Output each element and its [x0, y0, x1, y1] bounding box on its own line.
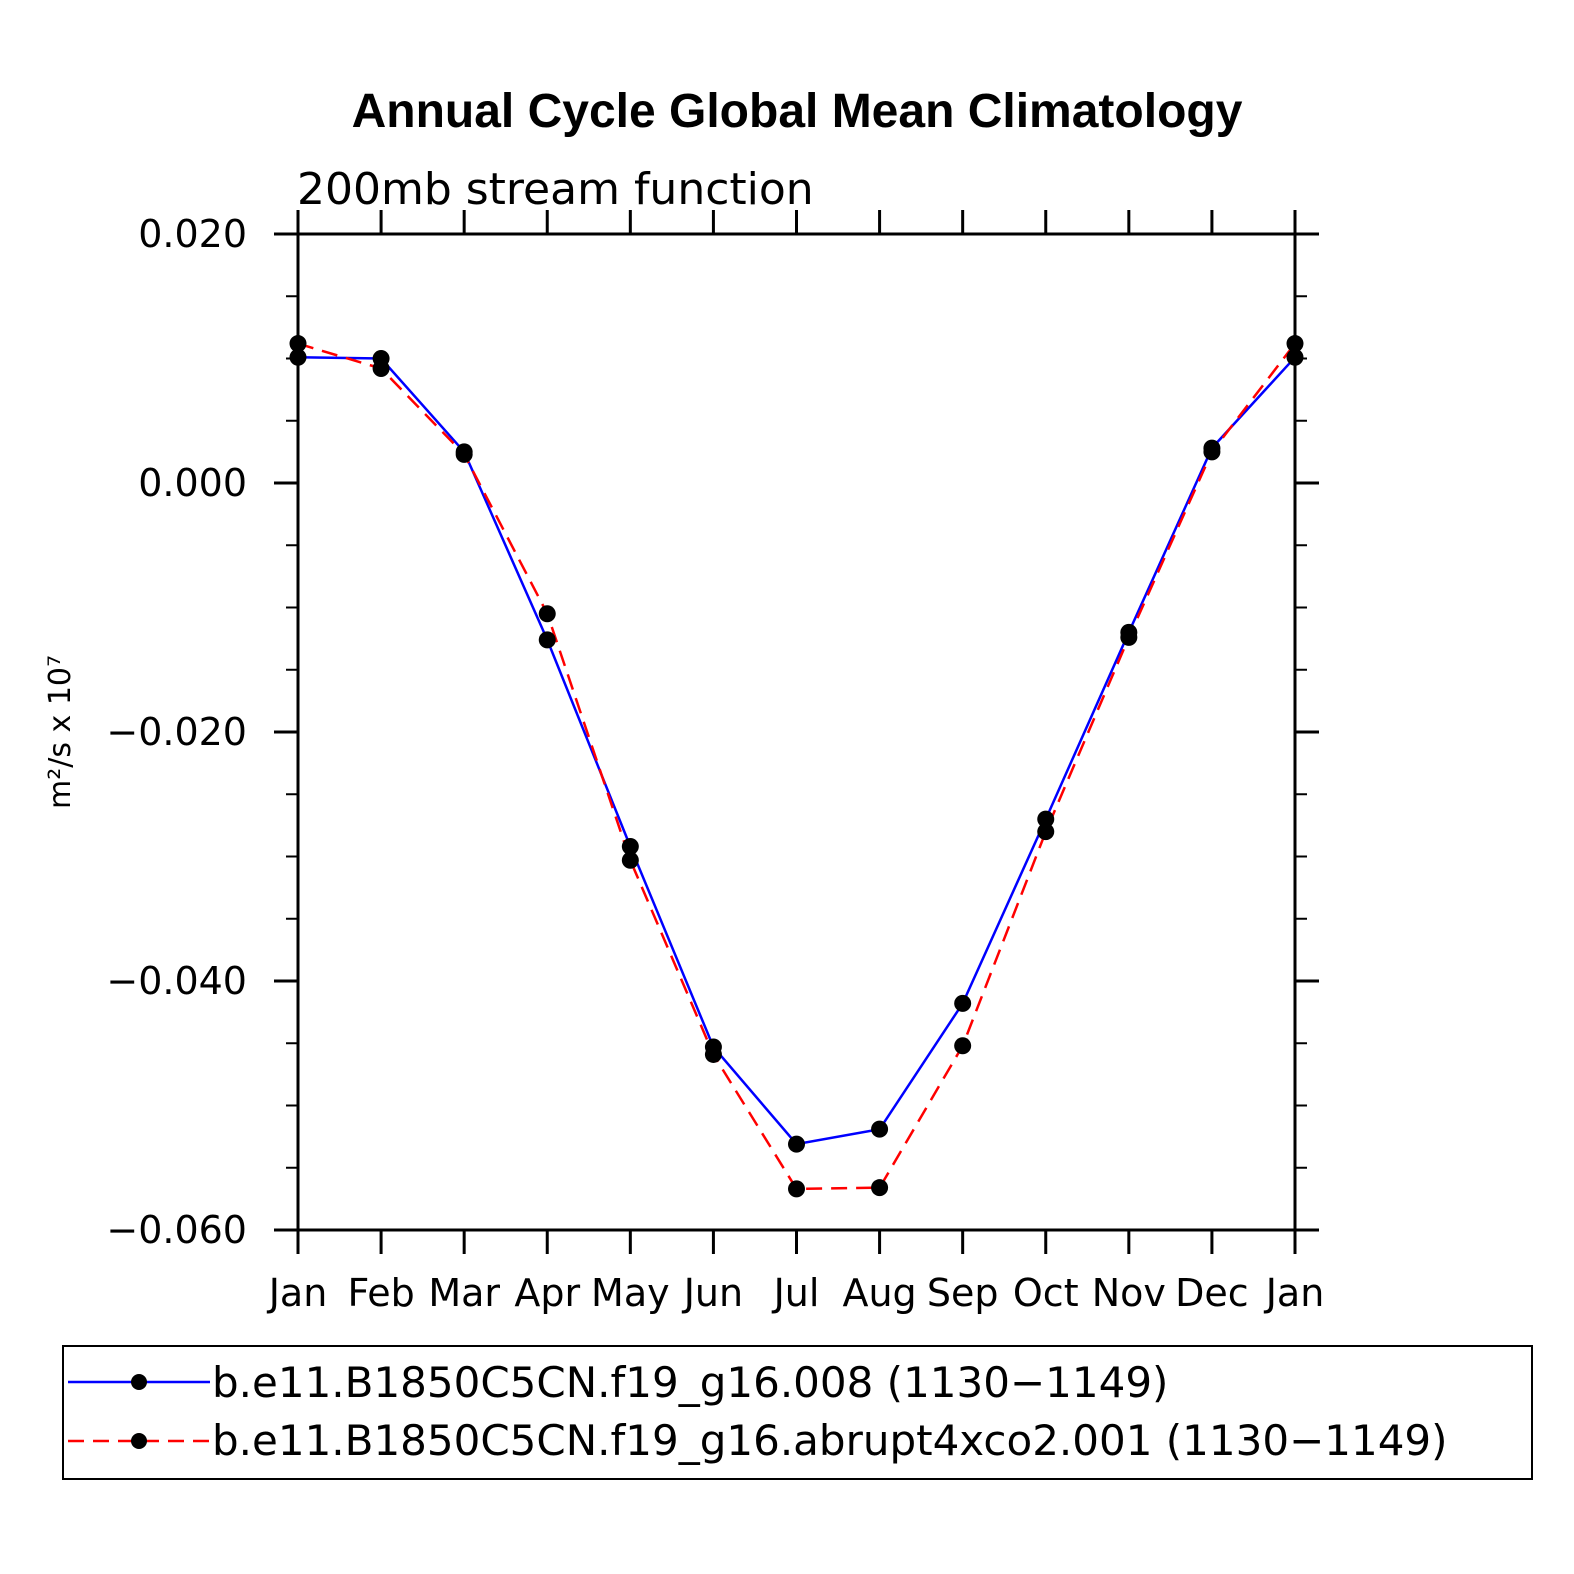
- y-tick-label: −0.060: [106, 1208, 247, 1252]
- series-0-point: [621, 838, 639, 856]
- series-0-point: [954, 994, 972, 1012]
- legend: b.e11.B1850C5CN.f19_g16.008 (1130−1149) …: [62, 1345, 1533, 1480]
- series-layer: [289, 335, 1304, 1198]
- series-1-point: [1286, 335, 1304, 353]
- series-1-point: [704, 1045, 722, 1063]
- series-1-point: [455, 445, 473, 463]
- y-tick-label: 0.000: [138, 461, 247, 505]
- x-tick-label: Jan: [267, 1271, 328, 1315]
- series-0-point: [538, 631, 556, 649]
- series-1-point: [788, 1180, 805, 1198]
- x-tick-label: Dec: [1175, 1271, 1249, 1315]
- series-1-point: [1203, 443, 1221, 461]
- series-1-point: [289, 335, 307, 353]
- series-1-point: [954, 1037, 972, 1055]
- x-tick-label: Mar: [428, 1271, 500, 1315]
- x-tick-label: Sep: [927, 1271, 999, 1315]
- legend-box: [62, 1345, 1533, 1480]
- series-0-point: [1286, 348, 1304, 366]
- x-tick-label: Feb: [347, 1271, 414, 1315]
- x-tick-label: Nov: [1092, 1271, 1166, 1315]
- chart-subtitle: 200mb stream function: [297, 164, 814, 215]
- plot-frame: [296, 232, 1297, 1232]
- x-tick-label: Jan: [1264, 1271, 1325, 1315]
- x-tick-label: Apr: [514, 1271, 580, 1315]
- x-tick-label: Jun: [682, 1271, 743, 1315]
- axes: Jan Feb Mar Apr May Jun Jul Aug Sep Oct Nov Dec Jan 0…: [106, 210, 1324, 1315]
- series-1-point: [372, 359, 390, 377]
- legend-marker-control: [131, 1374, 147, 1390]
- series-line-1: [297, 342, 1296, 1191]
- series-1-point: [621, 851, 639, 869]
- chart-title: Annual Cycle Global Mean Climatology: [352, 85, 1243, 138]
- series-0-point: [788, 1135, 805, 1153]
- legend-label-control: b.e11.B1850C5CN.f19_g16.008 (1130−1149): [212, 1358, 1168, 1407]
- series-line-0: [297, 356, 1296, 1146]
- y-tick-label: −0.040: [106, 959, 247, 1003]
- x-tick-label: May: [591, 1271, 670, 1315]
- x-tick-label: Oct: [1013, 1271, 1079, 1315]
- series-1-point: [1037, 823, 1055, 841]
- series-0-point: [289, 348, 307, 366]
- legend-marker-abrupt4xco2: [131, 1433, 147, 1449]
- series-1-point: [538, 605, 556, 623]
- y-tick-label: −0.020: [106, 710, 247, 754]
- series-1-point: [871, 1179, 889, 1197]
- series-1-point: [1120, 628, 1138, 646]
- x-tick-label: Jul: [772, 1271, 820, 1315]
- legend-label-abrupt4xco2: b.e11.B1850C5CN.f19_g16.abrupt4xco2.001 …: [212, 1416, 1448, 1465]
- x-tick-label: Aug: [842, 1271, 916, 1315]
- y-tick-label: 0.020: [138, 212, 247, 256]
- series-0-point: [1037, 810, 1055, 828]
- series-0-point: [871, 1120, 889, 1138]
- y-axis-label: m²/s x 10⁷: [43, 655, 78, 809]
